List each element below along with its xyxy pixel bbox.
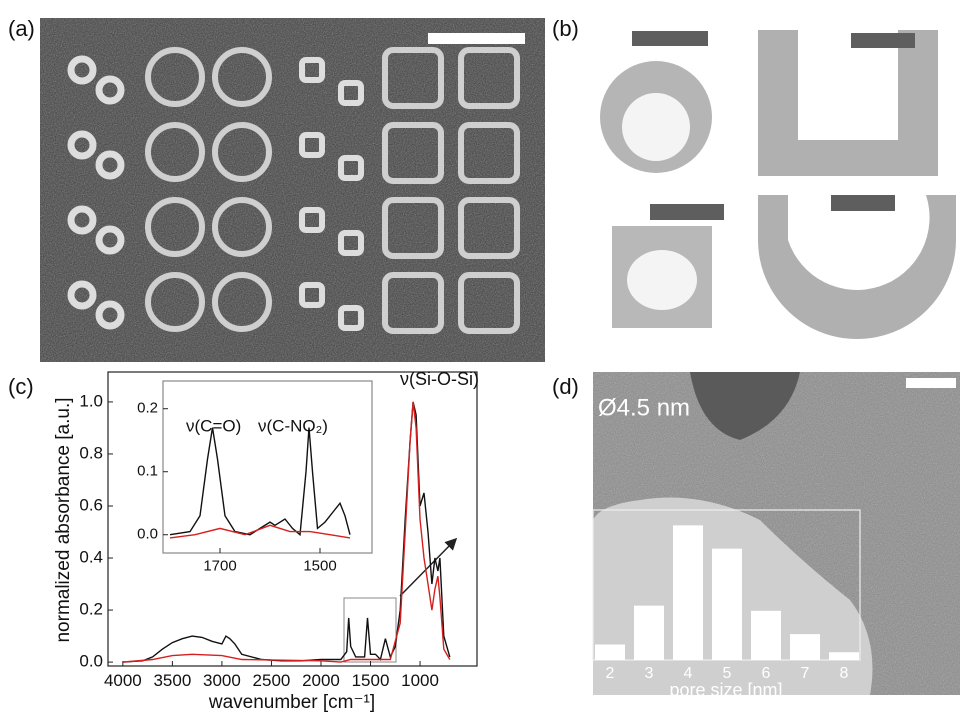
bar xyxy=(634,606,664,660)
y-tick-label: 0.1 xyxy=(137,463,158,480)
x-tick-label: 1500 xyxy=(352,671,390,690)
bar xyxy=(595,644,625,660)
panel-c xyxy=(344,540,455,662)
y-tick-label: 0.0 xyxy=(79,652,103,671)
panel-label: (a) xyxy=(8,16,35,41)
annotation: Ø4.5 nm xyxy=(598,394,690,421)
y-tick-label: 0.6 xyxy=(79,495,103,514)
x-tick-label: 2500 xyxy=(253,671,291,690)
bar xyxy=(712,549,742,660)
photo-texture xyxy=(40,18,545,362)
x-axis-label: wavenumber [cm⁻¹] xyxy=(208,692,375,712)
scale-bar xyxy=(632,31,708,46)
ring-print xyxy=(758,195,956,339)
y-tick-label: 0.0 xyxy=(137,526,158,543)
bar xyxy=(751,611,781,660)
photo-b xyxy=(600,30,956,339)
x-tick-label: 4000 xyxy=(104,671,142,690)
x-axis-label: pore size [nm] xyxy=(669,680,782,700)
x-tick-label: 1000 xyxy=(401,671,439,690)
y-axis-label: normalized absorbance [a.u.] xyxy=(53,397,74,642)
scale-bar xyxy=(428,33,525,44)
photo-a xyxy=(40,18,545,362)
bar xyxy=(673,525,703,660)
x-tick-label: 3500 xyxy=(153,671,191,690)
bar xyxy=(829,652,859,660)
x-tick-label: 1500 xyxy=(303,557,336,574)
x-tick-label: 3000 xyxy=(203,671,241,690)
scale-bar xyxy=(831,195,895,211)
panel-label: (b) xyxy=(552,16,579,41)
x-tick-label: 2 xyxy=(606,665,615,682)
bar xyxy=(790,634,820,660)
zoom-arrow xyxy=(400,540,455,596)
y-tick-label: 0.2 xyxy=(137,400,158,417)
figure: (a) (b) (c) (d) 4000 3500 3000 2500 2000 1500… xyxy=(0,0,960,712)
scale-bar xyxy=(650,204,724,220)
y-tick-label: 0.2 xyxy=(79,600,103,619)
y-tick-label: 0.4 xyxy=(79,548,103,567)
plot-frame xyxy=(163,381,372,553)
scale-bar xyxy=(851,33,915,48)
y-tick-label: 1.0 xyxy=(79,391,103,410)
square-print xyxy=(758,30,938,176)
annotation: ν(C=O) xyxy=(186,416,241,435)
x-tick-label: 8 xyxy=(840,665,849,682)
square-hole xyxy=(627,250,697,310)
x-tick-label: 3 xyxy=(645,665,654,682)
annotation: ν(C-NO₂) xyxy=(258,416,328,435)
y-tick-label: 0.8 xyxy=(79,443,103,462)
x-tick-label: 2000 xyxy=(302,671,340,690)
x-tick-label: 1700 xyxy=(203,557,236,574)
x-tick-label: 7 xyxy=(801,665,810,682)
ring-hole xyxy=(622,93,690,161)
scale-bar xyxy=(906,378,956,388)
panel-label: (c) xyxy=(8,374,34,399)
annotation: ν(Si-O-Si) xyxy=(400,369,479,389)
panel-label: (d) xyxy=(552,374,579,399)
